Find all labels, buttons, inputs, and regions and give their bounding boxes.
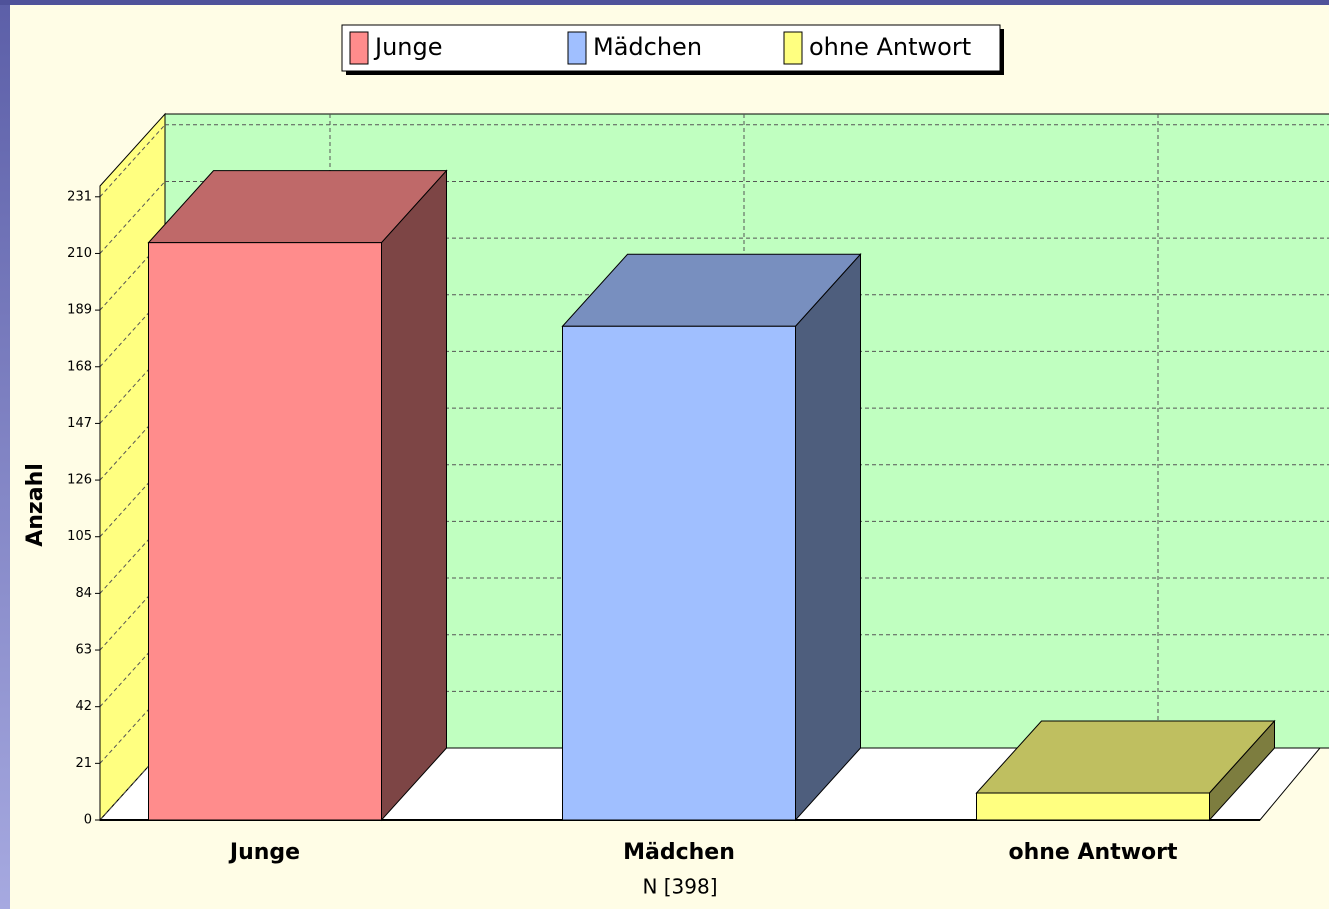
y-tick-label: 63 bbox=[75, 643, 92, 658]
top-strip bbox=[0, 0, 1329, 5]
y-axis-label: Anzahl bbox=[23, 463, 48, 547]
left-strip bbox=[0, 0, 10, 909]
y-tick-label: 168 bbox=[67, 359, 92, 374]
y-tick-label: 0 bbox=[84, 813, 92, 828]
bar-side bbox=[381, 169, 447, 822]
y-tick-label: 147 bbox=[67, 416, 92, 431]
legend-label: Mädchen bbox=[593, 33, 702, 61]
y-tick-label: 210 bbox=[67, 246, 92, 261]
bar-front bbox=[976, 792, 1210, 821]
y-tick-label: 105 bbox=[67, 529, 92, 544]
x-tick-label: Junge bbox=[228, 840, 300, 865]
y-tick-label: 21 bbox=[75, 756, 92, 771]
grid-line bbox=[99, 181, 166, 254]
y-tick-label: 231 bbox=[67, 189, 92, 204]
y-tick-label: 126 bbox=[67, 473, 92, 488]
legend-label: ohne Antwort bbox=[809, 33, 971, 61]
legend-label: Junge bbox=[373, 33, 443, 61]
legend-box bbox=[341, 24, 1001, 72]
x-axis-label: N [398] bbox=[642, 875, 717, 899]
bar bbox=[147, 169, 448, 822]
legend-swatch bbox=[783, 31, 803, 65]
bar bbox=[975, 719, 1276, 822]
y-tick-label: 84 bbox=[75, 586, 92, 601]
bar-side bbox=[795, 252, 861, 822]
grid-line bbox=[99, 124, 166, 198]
legend: Junge Mädchen ohne Antwort bbox=[341, 24, 1004, 75]
bar-front bbox=[148, 242, 382, 821]
legend-swatch bbox=[349, 31, 369, 65]
plot: 0 21 42 63 84 105 126 147 168 189 210 231 Junge Mädch… bbox=[67, 112, 1329, 865]
x-tick-label: Mädchen bbox=[623, 840, 735, 865]
x-tick-label: ohne Antwort bbox=[1008, 840, 1178, 865]
y-tick-label: 189 bbox=[67, 303, 92, 318]
bar-front bbox=[562, 325, 796, 821]
legend-swatch bbox=[567, 31, 587, 65]
y-tick-label: 42 bbox=[75, 699, 92, 714]
bar bbox=[561, 252, 862, 822]
